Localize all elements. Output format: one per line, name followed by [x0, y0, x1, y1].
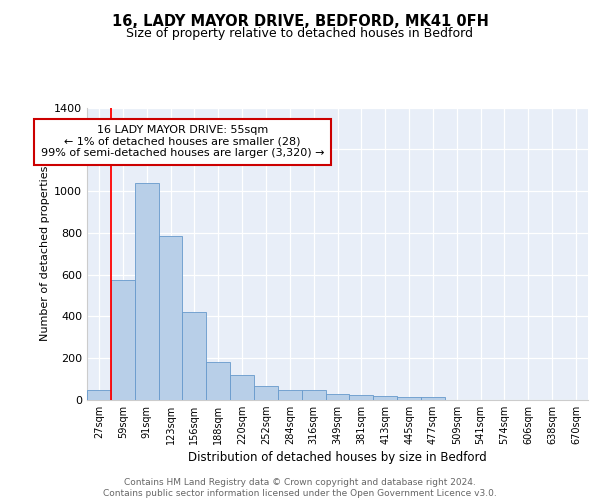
- Bar: [135, 182, 158, 400]
- Bar: [254, 386, 278, 400]
- Bar: [278, 390, 302, 400]
- Bar: [302, 390, 326, 400]
- Bar: [206, 362, 230, 400]
- Bar: [349, 395, 373, 400]
- X-axis label: Distribution of detached houses by size in Bedford: Distribution of detached houses by size …: [188, 452, 487, 464]
- Y-axis label: Number of detached properties: Number of detached properties: [40, 166, 50, 342]
- Text: 16 LADY MAYOR DRIVE: 55sqm
← 1% of detached houses are smaller (28)
99% of semi-: 16 LADY MAYOR DRIVE: 55sqm ← 1% of detac…: [41, 126, 324, 158]
- Text: Contains HM Land Registry data © Crown copyright and database right 2024.
Contai: Contains HM Land Registry data © Crown c…: [103, 478, 497, 498]
- Bar: [397, 398, 421, 400]
- Text: 16, LADY MAYOR DRIVE, BEDFORD, MK41 0FH: 16, LADY MAYOR DRIVE, BEDFORD, MK41 0FH: [112, 14, 488, 29]
- Bar: [158, 236, 182, 400]
- Bar: [182, 312, 206, 400]
- Bar: [111, 280, 135, 400]
- Bar: [421, 398, 445, 400]
- Bar: [230, 375, 254, 400]
- Bar: [326, 394, 349, 400]
- Bar: [87, 390, 111, 400]
- Bar: [373, 396, 397, 400]
- Text: Size of property relative to detached houses in Bedford: Size of property relative to detached ho…: [127, 28, 473, 40]
